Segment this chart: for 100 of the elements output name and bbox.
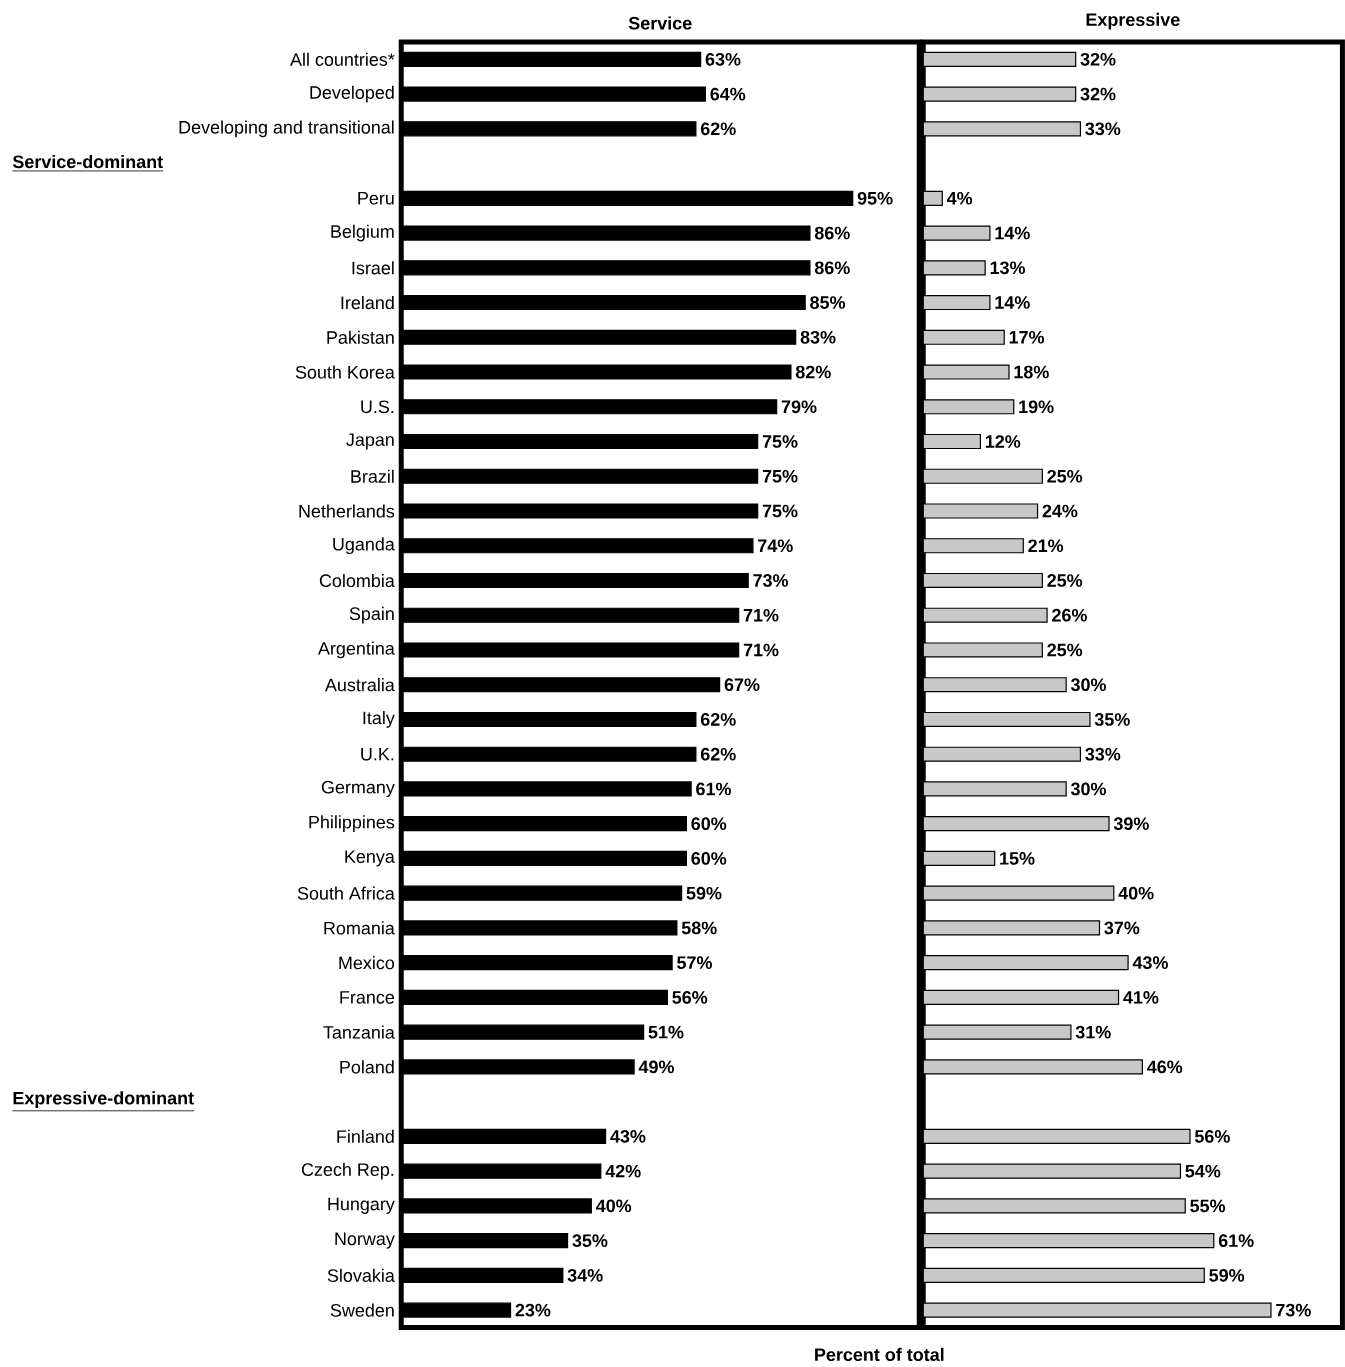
- y-tick-label: Romania: [324, 921, 395, 935]
- y-tick-label: Netherlands: [299, 504, 394, 518]
- data-label: 75%: [762, 504, 798, 518]
- data-label: 83%: [800, 330, 836, 344]
- y-tick-label: Slovakia: [327, 1268, 395, 1282]
- y-tick-label: Israel: [352, 261, 394, 275]
- data-label: 30%: [1070, 678, 1106, 692]
- y-tick-label: Tanzania: [323, 1025, 395, 1039]
- data-label: 26%: [1051, 608, 1087, 622]
- data-label: 33%: [1085, 747, 1121, 761]
- y-tick-label: U.K.: [361, 747, 393, 761]
- y-tick-label: Belgium: [331, 224, 394, 242]
- y-tick-label: Ireland: [341, 295, 394, 310]
- data-label: 61%: [695, 782, 731, 796]
- data-label: 57%: [676, 956, 712, 970]
- data-label: 17%: [1009, 330, 1044, 344]
- data-label: 21%: [1028, 539, 1063, 553]
- data-label: 14%: [995, 296, 1030, 309]
- data-label: 19%: [1019, 400, 1054, 414]
- data-label: 4%: [946, 191, 972, 205]
- text: Expressive-dominant: [13, 1091, 194, 1109]
- data-label: 32%: [1080, 52, 1116, 66]
- y-tick-label: Sweden: [330, 1303, 394, 1317]
- data-label: 59%: [1209, 1269, 1244, 1282]
- data-label: 46%: [1146, 1060, 1183, 1074]
- data-label: 63%: [705, 52, 741, 66]
- y-tick-label: Hungary: [328, 1197, 395, 1214]
- data-label: 82%: [795, 365, 831, 379]
- y-tick-label: Spain: [349, 606, 394, 624]
- data-label: 73%: [753, 574, 788, 587]
- data-label: 71%: [743, 643, 779, 657]
- data-label: 41%: [1123, 991, 1159, 1004]
- data-label: 73%: [1275, 1303, 1311, 1317]
- data-label: 79%: [781, 400, 817, 414]
- y-tick-label: Developed: [310, 85, 394, 103]
- data-label: 25%: [1047, 643, 1082, 657]
- x-axis-title: Percent of total: [814, 1347, 944, 1362]
- y-tick-label: Germany: [321, 780, 395, 798]
- y-tick-label: South Africa: [297, 886, 395, 900]
- data-label: 62%: [700, 122, 736, 136]
- data-label: 35%: [572, 1234, 608, 1247]
- data-label: 32%: [1080, 87, 1116, 101]
- data-label: 62%: [700, 713, 736, 726]
- data-label: 62%: [700, 747, 736, 761]
- y-tick-label: France: [340, 991, 394, 1004]
- data-label: 42%: [605, 1164, 641, 1178]
- y-tick-label: Uganda: [333, 537, 395, 555]
- y-tick-label: Poland: [340, 1060, 394, 1074]
- data-label: 51%: [648, 1025, 684, 1039]
- chart-title: Service: [628, 16, 692, 30]
- data-label: 37%: [1104, 921, 1140, 935]
- y-tick-label: Philippines: [309, 815, 394, 833]
- data-label: 74%: [757, 539, 793, 553]
- data-label: 56%: [672, 991, 708, 1004]
- data-label: 71%: [743, 608, 779, 622]
- data-label: 24%: [1042, 504, 1078, 518]
- chart-title: Expressive: [1086, 12, 1180, 30]
- data-label: 35%: [1094, 713, 1130, 726]
- y-tick-label: Australia: [324, 678, 395, 692]
- y-tick-label: Developing and transitional: [179, 120, 394, 138]
- data-label: 43%: [1132, 956, 1168, 970]
- data-label: 67%: [724, 678, 760, 692]
- y-tick-label: Colombia: [319, 573, 395, 588]
- text: Service-dominant: [12, 154, 163, 169]
- data-label: 14%: [995, 226, 1030, 240]
- data-label: 56%: [1194, 1130, 1230, 1143]
- data-label: 95%: [857, 191, 893, 205]
- data-label: 60%: [691, 817, 727, 831]
- data-label: 40%: [595, 1199, 631, 1213]
- y-tick-label: Norway: [335, 1232, 395, 1249]
- y-tick-label: Argentina: [317, 641, 395, 659]
- data-label: 43%: [610, 1130, 646, 1143]
- y-tick-label: Peru: [358, 192, 394, 205]
- data-label: 54%: [1185, 1164, 1221, 1178]
- data-label: 60%: [691, 852, 727, 865]
- data-label: 30%: [1070, 782, 1106, 796]
- y-tick-label: Pakistan: [327, 330, 394, 344]
- y-tick-label: Czech Rep.: [301, 1162, 393, 1180]
- y-tick-label: Brazil: [351, 469, 394, 483]
- data-label: 23%: [515, 1303, 551, 1317]
- data-label: 61%: [1218, 1234, 1254, 1247]
- y-tick-label: Japan: [345, 433, 394, 450]
- data-label: 12%: [985, 435, 1021, 448]
- y-tick-label: Italy: [363, 711, 395, 728]
- data-label: 75%: [762, 469, 798, 483]
- data-label: 31%: [1075, 1025, 1111, 1039]
- y-tick-label: Finland: [337, 1129, 394, 1144]
- data-label: 59%: [686, 886, 722, 900]
- y-tick-label: U.S.: [361, 400, 393, 414]
- data-label: 86%: [814, 226, 850, 240]
- y-tick-label: Mexico: [339, 956, 394, 970]
- data-label: 34%: [567, 1268, 603, 1282]
- data-label: 39%: [1113, 817, 1149, 831]
- data-label: 40%: [1118, 886, 1154, 900]
- data-label: 58%: [681, 921, 717, 935]
- data-label: 86%: [814, 261, 850, 275]
- data-label: 18%: [1014, 365, 1049, 379]
- y-tick-label: Kenya: [345, 850, 395, 867]
- data-label: 49%: [638, 1060, 674, 1074]
- data-label: 25%: [1047, 574, 1082, 587]
